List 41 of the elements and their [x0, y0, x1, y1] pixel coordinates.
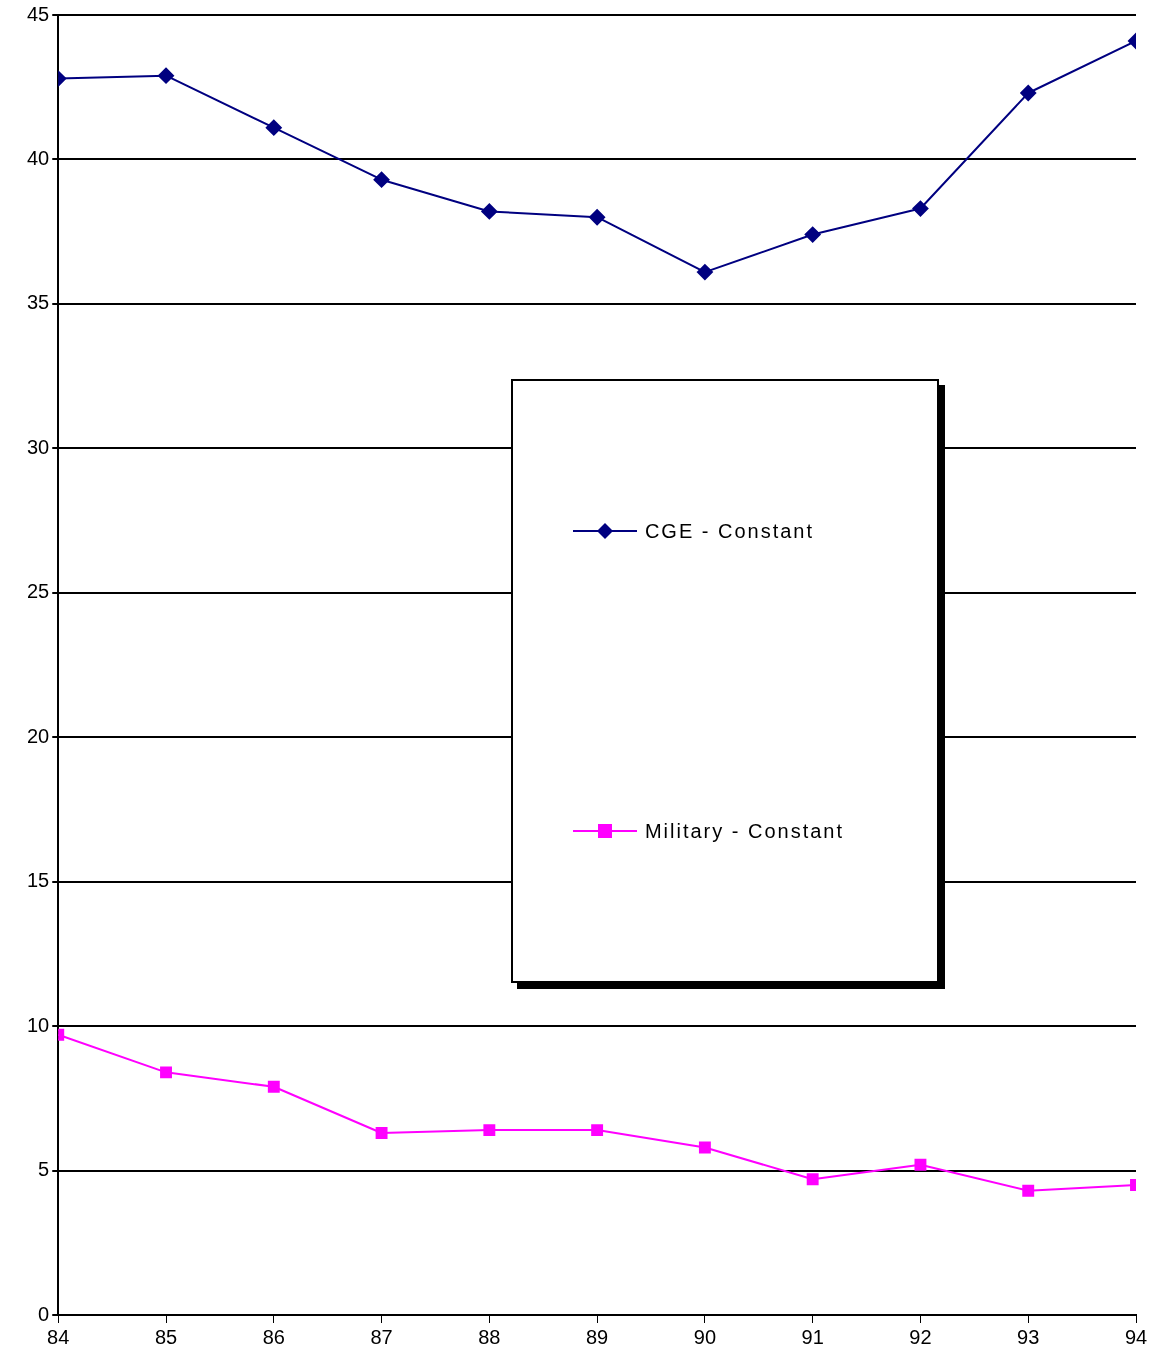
x-tick-label: 85 [154, 1325, 178, 1348]
y-tick-label: 10 [27, 1013, 50, 1036]
x-tick-label: 87 [370, 1325, 393, 1348]
point [483, 1124, 496, 1137]
y-tick-label: 15 [27, 869, 50, 892]
point [698, 1141, 711, 1154]
y-tick-label: 20 [27, 724, 50, 747]
legend-label: Military - Constant [644, 819, 845, 843]
x-tick-label: 93 [1017, 1325, 1040, 1348]
point [375, 1127, 388, 1139]
y-tick-label: 35 [27, 291, 50, 314]
point [696, 264, 713, 281]
point [265, 119, 282, 136]
point [1020, 85, 1037, 101]
point [158, 67, 175, 84]
y-tick-label: 40 [27, 146, 50, 169]
point [481, 203, 498, 220]
y-tick-label: 0 [38, 1302, 50, 1325]
x-tick-label: 90 [693, 1325, 717, 1348]
y-tick-label: 45 [27, 2, 50, 25]
point [806, 1173, 819, 1186]
x-tick-label: 88 [478, 1325, 501, 1348]
x-tick-label: 84 [47, 1325, 70, 1348]
point [591, 1124, 604, 1137]
point [912, 200, 929, 217]
point [267, 1080, 280, 1093]
point [589, 209, 606, 226]
x-tick-label: 89 [586, 1325, 609, 1348]
point [160, 1066, 172, 1079]
legend-label: CGE - Constant [644, 519, 815, 543]
x-tick-label: 92 [909, 1325, 932, 1348]
point [914, 1158, 927, 1171]
y-tick-label: 5 [38, 1158, 50, 1181]
point [1022, 1184, 1035, 1197]
x-tick-label: 86 [262, 1325, 285, 1348]
y-tick-label: 25 [27, 580, 50, 603]
point [373, 171, 390, 188]
x-tick-label: 94 [1124, 1325, 1148, 1348]
x-tick-label: 91 [801, 1325, 824, 1348]
y-tick-label: 30 [27, 435, 50, 458]
point [804, 226, 821, 243]
